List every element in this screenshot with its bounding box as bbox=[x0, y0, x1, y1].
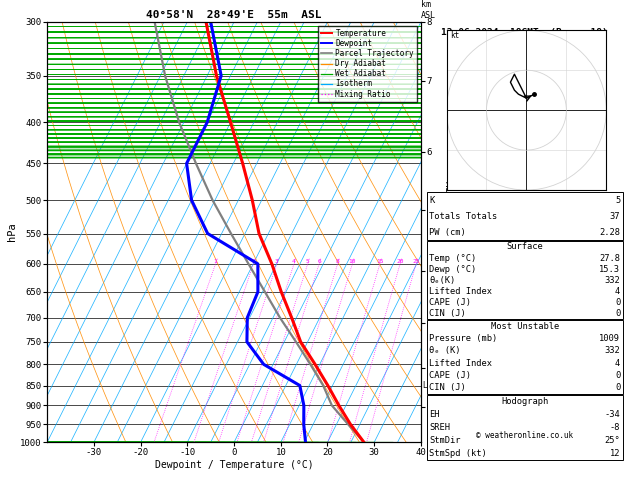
X-axis label: Dewpoint / Temperature (°C): Dewpoint / Temperature (°C) bbox=[155, 460, 313, 469]
Text: Totals Totals: Totals Totals bbox=[430, 212, 498, 221]
Text: 37: 37 bbox=[610, 212, 620, 221]
Text: CAPE (J): CAPE (J) bbox=[430, 371, 472, 380]
Text: 8: 8 bbox=[336, 259, 340, 264]
Text: kt: kt bbox=[450, 31, 460, 40]
Text: 15: 15 bbox=[376, 259, 384, 264]
Text: 0: 0 bbox=[615, 371, 620, 380]
Text: 4: 4 bbox=[615, 287, 620, 296]
Text: -8: -8 bbox=[610, 423, 620, 432]
Text: 2: 2 bbox=[252, 259, 255, 264]
Text: CIN (J): CIN (J) bbox=[430, 383, 466, 392]
Text: θₑ (K): θₑ (K) bbox=[430, 347, 461, 355]
Text: 1009: 1009 bbox=[599, 334, 620, 343]
Text: 25: 25 bbox=[413, 259, 420, 264]
Text: θₑ(K): θₑ(K) bbox=[430, 276, 456, 285]
Text: 332: 332 bbox=[604, 347, 620, 355]
Text: 20: 20 bbox=[396, 259, 404, 264]
Text: StmSpd (kt): StmSpd (kt) bbox=[430, 449, 487, 458]
Text: Temp (°C): Temp (°C) bbox=[430, 254, 477, 262]
Text: StmDir: StmDir bbox=[430, 436, 461, 445]
Text: 0: 0 bbox=[615, 298, 620, 307]
Text: SREH: SREH bbox=[430, 423, 450, 432]
Text: Most Unstable: Most Unstable bbox=[491, 322, 559, 331]
Text: Dewp (°C): Dewp (°C) bbox=[430, 265, 477, 274]
Title: 40°58'N  28°49'E  55m  ASL: 40°58'N 28°49'E 55m ASL bbox=[147, 10, 322, 20]
Y-axis label: Mixing Ratio (g/kg): Mixing Ratio (g/kg) bbox=[443, 181, 452, 283]
Text: K: K bbox=[430, 196, 435, 205]
Text: -34: -34 bbox=[604, 410, 620, 419]
Text: 0: 0 bbox=[615, 383, 620, 392]
Text: Pressure (mb): Pressure (mb) bbox=[430, 334, 498, 343]
Text: 4: 4 bbox=[615, 359, 620, 367]
Text: Surface: Surface bbox=[506, 243, 543, 251]
Text: 6: 6 bbox=[317, 259, 321, 264]
Text: Lifted Index: Lifted Index bbox=[430, 287, 493, 296]
Text: 0: 0 bbox=[615, 309, 620, 318]
Text: 27.8: 27.8 bbox=[599, 254, 620, 262]
Text: 2.28: 2.28 bbox=[599, 228, 620, 237]
Text: 5: 5 bbox=[615, 196, 620, 205]
Legend: Temperature, Dewpoint, Parcel Trajectory, Dry Adiabat, Wet Adiabat, Isotherm, Mi: Temperature, Dewpoint, Parcel Trajectory… bbox=[318, 26, 417, 102]
Text: 12: 12 bbox=[610, 449, 620, 458]
Text: 332: 332 bbox=[604, 276, 620, 285]
Text: 5: 5 bbox=[306, 259, 309, 264]
Text: 4: 4 bbox=[292, 259, 296, 264]
Text: Hodograph: Hodograph bbox=[501, 397, 548, 406]
Text: 10: 10 bbox=[348, 259, 356, 264]
Text: 25°: 25° bbox=[604, 436, 620, 445]
Text: EH: EH bbox=[430, 410, 440, 419]
Y-axis label: hPa: hPa bbox=[8, 223, 18, 242]
Text: PW (cm): PW (cm) bbox=[430, 228, 466, 237]
Text: 3: 3 bbox=[275, 259, 279, 264]
Text: 15.3: 15.3 bbox=[599, 265, 620, 274]
Text: LCL: LCL bbox=[422, 381, 437, 390]
Text: CIN (J): CIN (J) bbox=[430, 309, 466, 318]
Text: 1: 1 bbox=[214, 259, 218, 264]
Text: © weatheronline.co.uk: © weatheronline.co.uk bbox=[476, 431, 574, 440]
Text: 12.06.2024  18GMT  (Base: 18): 12.06.2024 18GMT (Base: 18) bbox=[442, 28, 608, 37]
Text: km
ASL: km ASL bbox=[421, 0, 436, 20]
Text: CAPE (J): CAPE (J) bbox=[430, 298, 472, 307]
Text: Lifted Index: Lifted Index bbox=[430, 359, 493, 367]
